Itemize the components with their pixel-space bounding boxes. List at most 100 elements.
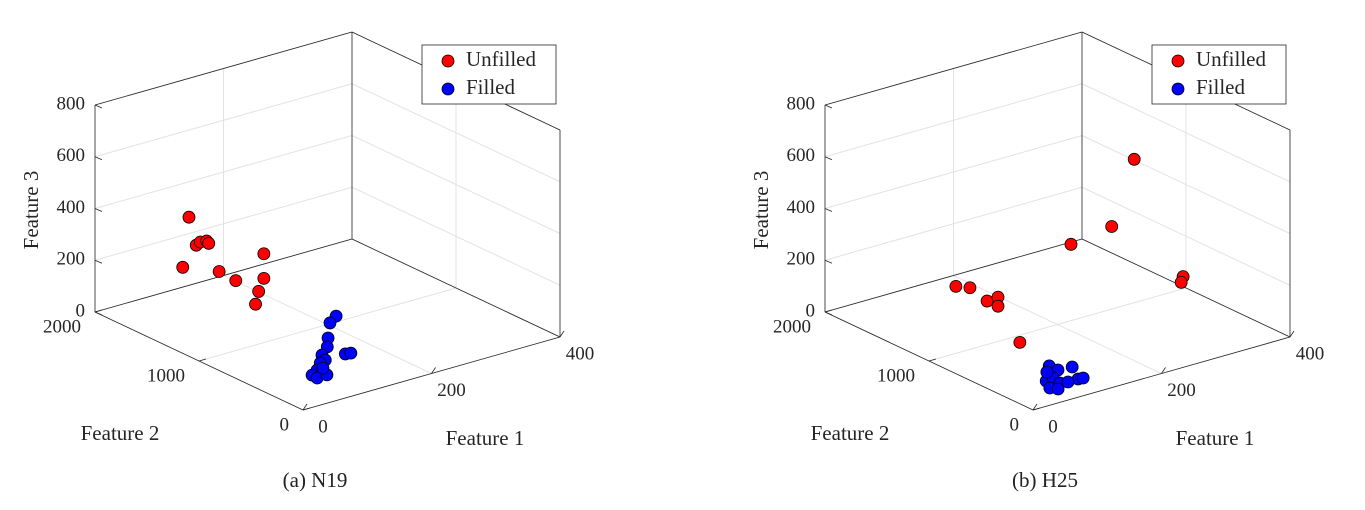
tick-mark [1289, 330, 1295, 338]
grid-line [1081, 135, 1291, 234]
tick-mark [824, 156, 833, 161]
data-point [1013, 335, 1027, 349]
data-point [182, 210, 196, 224]
grid-line [94, 83, 353, 158]
grid-line [94, 186, 353, 261]
y-tick-label: 2000 [773, 316, 811, 337]
data-point [1076, 371, 1090, 385]
tick-mark [94, 309, 103, 313]
y-axis-label: Feature 2 [81, 421, 160, 445]
z-tick-label: 0 [806, 300, 816, 321]
grid-line [824, 83, 1083, 158]
tick-mark [928, 358, 937, 362]
data-point [1040, 365, 1054, 379]
tick-mark [1161, 367, 1166, 374]
grid-line [824, 135, 1083, 209]
data-point [257, 247, 271, 261]
x-tick-label: 0 [318, 416, 328, 437]
data-point [202, 236, 216, 250]
data-point [229, 274, 243, 288]
legend-marker [441, 82, 455, 96]
x-axis-label: Feature 1 [446, 426, 525, 450]
grid-line [351, 135, 561, 234]
data-point [949, 279, 963, 293]
x-tick-label: 400 [1296, 343, 1325, 364]
tick-mark [1032, 407, 1041, 411]
tick-mark [94, 259, 103, 264]
legend-label: Unfilled [466, 47, 536, 71]
data-point [1065, 360, 1079, 374]
tick-mark [824, 104, 833, 109]
tick-mark [94, 208, 103, 212]
x-tick-label: 200 [437, 380, 466, 401]
data-point [963, 281, 977, 295]
legend-label: Unfilled [1196, 47, 1266, 71]
data-point [249, 297, 262, 311]
data-point [344, 346, 358, 360]
grid-line [351, 186, 561, 286]
data-point [316, 361, 330, 375]
data-point [212, 265, 226, 278]
tick-mark [824, 309, 833, 313]
tick-mark [824, 208, 833, 212]
grid-line [824, 186, 1083, 261]
tick-mark [94, 104, 103, 109]
tick-mark [94, 156, 103, 161]
z-tick-label: 800 [787, 93, 816, 114]
tick-mark [824, 311, 833, 316]
legend-marker [441, 54, 455, 68]
z-axis-label: Feature 3 [749, 171, 773, 250]
data-point [1127, 152, 1141, 166]
y-tick-label: 1000 [877, 365, 915, 386]
z-tick-label: 200 [787, 249, 816, 270]
tick-mark [824, 259, 833, 264]
box-edge [824, 31, 1083, 106]
grid-line [351, 83, 561, 183]
z-tick-label: 400 [787, 197, 816, 218]
z-tick-label: 600 [57, 145, 86, 166]
box-edge [824, 238, 1083, 313]
tick-mark [302, 407, 311, 411]
box-edge [351, 238, 561, 338]
tick-mark [431, 367, 436, 374]
grid-line [928, 287, 1187, 362]
data-point [252, 285, 266, 298]
x-tick-label: 400 [566, 343, 595, 364]
legend-marker [1171, 54, 1185, 68]
data-point [1174, 275, 1188, 289]
legend-label: Filled [466, 75, 516, 99]
tick-mark [1032, 403, 1038, 411]
z-axis-label: Feature 3 [19, 171, 43, 250]
grid-line [94, 135, 353, 209]
data-point [980, 294, 994, 308]
data-point [1064, 237, 1078, 251]
caption: (b) H25 [1012, 468, 1078, 492]
y-axis-label: Feature 2 [811, 421, 890, 445]
z-tick-label: 0 [76, 300, 86, 321]
z-tick-label: 200 [57, 249, 86, 270]
tick-mark [198, 358, 207, 362]
y-tick-label: 0 [1010, 414, 1020, 435]
x-tick-label: 0 [1048, 416, 1058, 437]
legend-marker [1171, 82, 1185, 96]
data-point [1105, 220, 1119, 233]
data-point [1051, 382, 1065, 396]
x-axis-label: Feature 1 [1176, 426, 1255, 450]
data-point [323, 316, 337, 330]
x-tick-label: 200 [1167, 380, 1196, 401]
y-tick-label: 2000 [43, 316, 81, 337]
z-tick-label: 600 [787, 145, 816, 166]
tick-mark [94, 311, 103, 316]
box-edge [1081, 238, 1291, 338]
data-point [1061, 375, 1075, 389]
data-point [991, 299, 1005, 313]
legend: Unfilled Filled [421, 44, 557, 105]
data-point [176, 260, 190, 274]
y-tick-label: 1000 [147, 365, 185, 386]
y-tick-label: 0 [280, 414, 290, 435]
box-edge [94, 31, 353, 106]
tick-mark [302, 403, 308, 411]
